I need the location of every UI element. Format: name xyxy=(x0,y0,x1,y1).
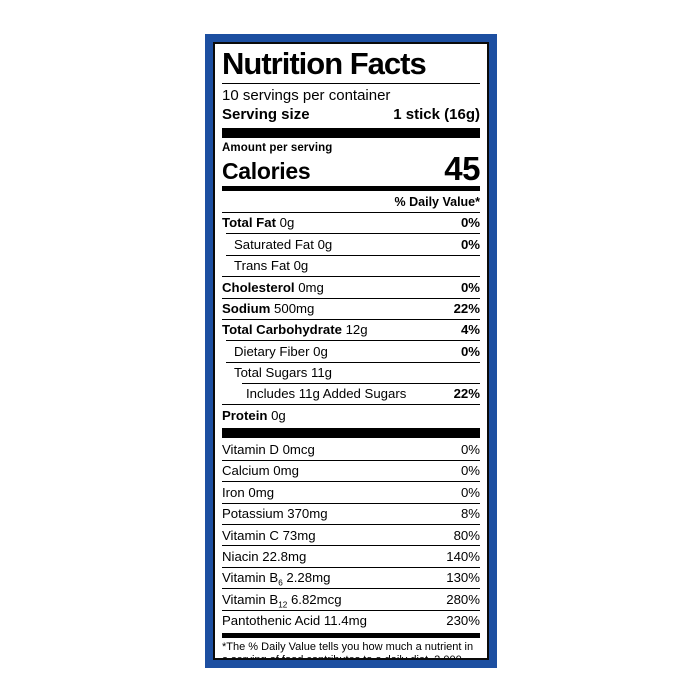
nutrient-name: Trans Fat 0g xyxy=(234,258,309,274)
nutrient-row: Sodium 500mg 22% xyxy=(222,297,480,319)
nutrient-row: Includes 11g Added Sugars 22% xyxy=(242,382,480,404)
serving-size-label: Serving size xyxy=(222,106,310,124)
nutrient-name: Total Fat 0g xyxy=(222,215,295,231)
daily-value-percent: 0% xyxy=(460,236,480,252)
daily-value-percent: 280% xyxy=(446,591,480,607)
daily-value-percent: 0% xyxy=(460,463,480,479)
daily-value-percent: 22% xyxy=(453,386,480,402)
label-title: Nutrition Facts xyxy=(222,46,427,81)
nutrient-row: Total Sugars 11g xyxy=(226,361,480,383)
vitamin-row: Vitamin B6 2.28mg 130% xyxy=(222,566,480,588)
serving-size-value: 1 stick (16g) xyxy=(393,106,480,124)
nutrient-name: Pantothenic Acid 11.4mg xyxy=(222,612,367,628)
nutrient-row: Cholesterol 0mg 0% xyxy=(222,276,480,297)
daily-value-percent: 140% xyxy=(446,548,480,564)
vitamin-row: Vitamin D 0mcg 0% xyxy=(222,440,480,460)
nutrient-name: Protein 0g xyxy=(222,407,286,423)
nutrient-row: Trans Fat 0g xyxy=(226,254,480,276)
calories-row: Calories 45 xyxy=(222,149,480,187)
medium-separator-bar xyxy=(222,632,480,638)
nutrient-name: Potassium 370mg xyxy=(222,506,328,522)
servings-per-container: 10 servings per container xyxy=(222,87,391,105)
vitamin-row: Pantothenic Acid 11.4mg 230% xyxy=(222,609,480,631)
vitamin-row: Vitamin B12 6.82mcg 280% xyxy=(222,588,480,609)
nutrient-name: Iron 0mg xyxy=(222,484,275,500)
daily-value-percent: 0% xyxy=(460,484,480,500)
nutrient-row: Total Carbohydrate 12g 4% xyxy=(222,318,480,340)
nutrient-row: Protein 0g xyxy=(222,404,480,425)
amount-per-serving-label: Amount per serving xyxy=(222,141,333,154)
daily-value-percent: 4% xyxy=(460,322,480,338)
nutrient-row: Saturated Fat 0g 0% xyxy=(226,233,480,254)
serving-size-row: Serving size 1 stick (16g) xyxy=(222,106,480,123)
nutrient-name: Dietary Fiber 0g xyxy=(234,343,328,359)
nutrient-name: Vitamin B12 6.82mcg xyxy=(222,591,342,610)
daily-value-percent: 130% xyxy=(446,570,480,586)
nutrition-facts-label: Nutrition Facts 10 servings per containe… xyxy=(205,34,497,668)
daily-value-percent: 0% xyxy=(460,442,480,458)
nutrient-name: Total Carbohydrate 12g xyxy=(222,322,368,338)
nutrient-name: Vitamin D 0mcg xyxy=(222,442,315,458)
nutrient-name: Saturated Fat 0g xyxy=(234,236,333,252)
thick-separator-bar xyxy=(222,427,480,438)
nutrient-row: Dietary Fiber 0g 0% xyxy=(226,340,480,361)
nutrient-name: Vitamin B6 2.28mg xyxy=(222,570,331,588)
calories-label: Calories xyxy=(222,157,311,184)
vitamin-row: Vitamin C 73mg 80% xyxy=(222,524,480,545)
nutrient-name: Sodium 500mg xyxy=(222,300,315,316)
daily-value-percent: 0% xyxy=(460,279,480,295)
nutrient-name: Total Sugars 11g xyxy=(234,365,332,380)
vitamin-row: Calcium 0mg 0% xyxy=(222,460,480,481)
calories-value: 45 xyxy=(444,149,480,187)
nutrient-name: Vitamin C 73mg xyxy=(222,527,316,543)
vitamin-row: Potassium 370mg 8% xyxy=(222,502,480,524)
nutrient-name: Cholesterol 0mg xyxy=(222,279,324,295)
nutrient-name: Calcium 0mg xyxy=(222,463,299,479)
daily-value-footnote: *The % Daily Value tells you how much a … xyxy=(222,640,474,658)
divider xyxy=(222,83,480,85)
daily-value-percent: 22% xyxy=(453,300,480,316)
daily-value-percent: 230% xyxy=(446,612,480,628)
vitamin-row: Iron 0mg 0% xyxy=(222,481,480,502)
daily-value-percent: 8% xyxy=(460,506,480,522)
vitamin-row: Niacin 22.8mg 140% xyxy=(222,545,480,566)
daily-value-percent: 0% xyxy=(460,215,480,231)
daily-value-percent: 80% xyxy=(453,527,480,543)
nutrient-row: Total Fat 0g 0% xyxy=(222,212,480,233)
vitamin-rows: Vitamin D 0mcg 0% Calcium 0mg 0% Iron 0m… xyxy=(222,440,480,631)
label-panel: Nutrition Facts 10 servings per containe… xyxy=(213,42,489,660)
nutrient-name: Includes 11g Added Sugars xyxy=(246,386,407,402)
medium-separator-bar xyxy=(222,186,480,192)
nutrient-name: Niacin 22.8mg xyxy=(222,548,307,564)
daily-value-percent: 0% xyxy=(460,343,480,359)
nutrient-rows: Total Fat 0g 0% Saturated Fat 0g 0% Tran… xyxy=(222,212,480,426)
daily-value-header: % Daily Value* xyxy=(394,195,480,210)
thick-separator-bar xyxy=(222,127,480,138)
